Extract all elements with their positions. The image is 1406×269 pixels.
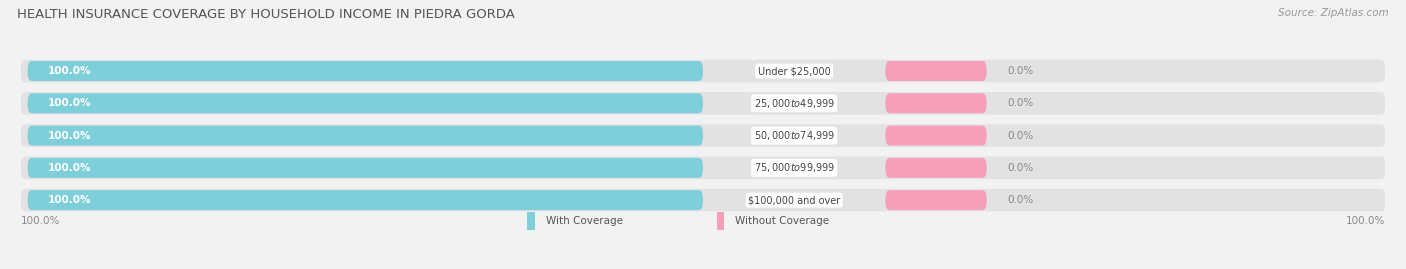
Text: 100.0%: 100.0% xyxy=(48,66,91,76)
Text: 0.0%: 0.0% xyxy=(1007,130,1033,141)
FancyBboxPatch shape xyxy=(28,190,703,210)
Text: Source: ZipAtlas.com: Source: ZipAtlas.com xyxy=(1278,8,1389,18)
Text: 100.0%: 100.0% xyxy=(48,130,91,141)
Text: 100.0%: 100.0% xyxy=(48,195,91,205)
Text: 0.0%: 0.0% xyxy=(1007,195,1033,205)
Text: $25,000 to $49,999: $25,000 to $49,999 xyxy=(754,97,835,110)
Text: 0.0%: 0.0% xyxy=(1007,66,1033,76)
Text: 100.0%: 100.0% xyxy=(48,98,91,108)
Text: $75,000 to $99,999: $75,000 to $99,999 xyxy=(754,161,835,174)
Text: Under $25,000: Under $25,000 xyxy=(758,66,831,76)
Text: $50,000 to $74,999: $50,000 to $74,999 xyxy=(754,129,835,142)
FancyBboxPatch shape xyxy=(21,124,1385,147)
FancyBboxPatch shape xyxy=(527,212,534,230)
FancyBboxPatch shape xyxy=(886,126,987,146)
FancyBboxPatch shape xyxy=(21,189,1385,211)
FancyBboxPatch shape xyxy=(21,92,1385,115)
FancyBboxPatch shape xyxy=(886,93,987,113)
Text: 100.0%: 100.0% xyxy=(21,216,60,226)
FancyBboxPatch shape xyxy=(28,158,703,178)
FancyBboxPatch shape xyxy=(28,93,703,113)
FancyBboxPatch shape xyxy=(28,61,703,81)
Text: 0.0%: 0.0% xyxy=(1007,163,1033,173)
Text: 100.0%: 100.0% xyxy=(1346,216,1385,226)
FancyBboxPatch shape xyxy=(886,61,987,81)
FancyBboxPatch shape xyxy=(21,157,1385,179)
Text: HEALTH INSURANCE COVERAGE BY HOUSEHOLD INCOME IN PIEDRA GORDA: HEALTH INSURANCE COVERAGE BY HOUSEHOLD I… xyxy=(17,8,515,21)
Text: With Coverage: With Coverage xyxy=(546,216,623,226)
FancyBboxPatch shape xyxy=(21,60,1385,82)
FancyBboxPatch shape xyxy=(886,190,987,210)
FancyBboxPatch shape xyxy=(28,126,703,146)
Text: $100,000 and over: $100,000 and over xyxy=(748,195,841,205)
FancyBboxPatch shape xyxy=(886,158,987,178)
Text: 100.0%: 100.0% xyxy=(48,163,91,173)
FancyBboxPatch shape xyxy=(717,212,724,230)
Text: Without Coverage: Without Coverage xyxy=(735,216,830,226)
Text: 0.0%: 0.0% xyxy=(1007,98,1033,108)
